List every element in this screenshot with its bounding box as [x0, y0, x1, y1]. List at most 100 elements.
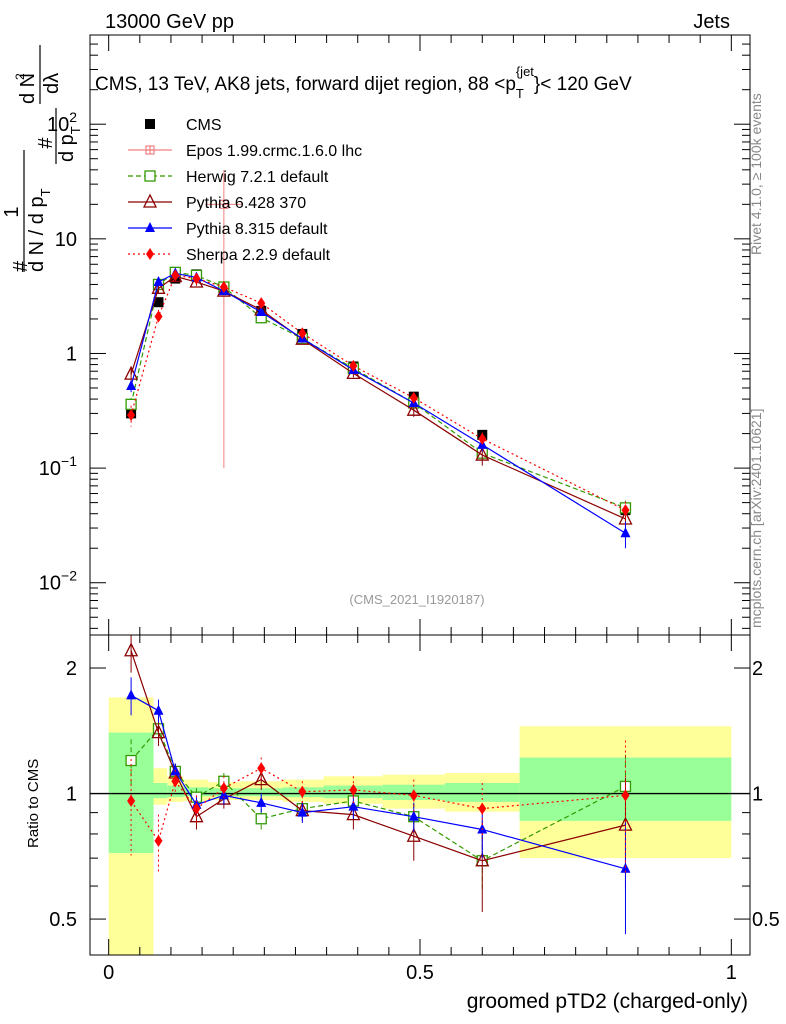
ylabel-frac1-num: 1 [1, 206, 23, 217]
ratio-point-sherpa-2-2-9-default [349, 783, 358, 796]
main-line-herwig-7-2-1-default [130, 271, 626, 509]
main-point-sherpa-2-2-9-default [478, 432, 487, 445]
main-title-sub: T [516, 86, 524, 101]
ratio-point-pythia-8-315-default [153, 704, 164, 715]
side-label-rivet: Rivet 4.1.0, ≥ 100k events [748, 93, 764, 255]
legend-entry-sherpa-2-2-9-default: Sherpa 2.2.9 default [128, 247, 331, 264]
legend-marker [145, 222, 155, 232]
ratio-y-tick-label-right: 2 [752, 658, 763, 680]
legend-marker [142, 193, 158, 208]
ratio-point-pythia-8-315-default [620, 862, 631, 873]
ylabel-frac2-den: d pT [56, 126, 83, 162]
x-tick-label: 1 [726, 962, 737, 984]
main-point-sherpa-2-2-9-default [621, 504, 630, 517]
main-y-tick-label: 10−2 [39, 568, 77, 595]
main-line-pythia-8-315-default [130, 272, 626, 534]
ratio-point-pythia-8-315-default [126, 689, 137, 700]
legend-label: Pythia 6.428 370 [186, 195, 306, 212]
main-point-pythia-8-315-default [256, 306, 267, 317]
main-series-herwig-7-2-1-default [125, 266, 632, 517]
watermark: (CMS_2021_I1920187) [349, 592, 484, 607]
ratio-point-pythia-6-428-370 [475, 852, 490, 867]
main-title-sup: {jet [516, 64, 534, 79]
ratio-band-inner [108, 732, 154, 854]
main-line-sherpa-2-2-9-default [130, 274, 626, 511]
main-y-tick-label: 102 [47, 109, 77, 136]
main-panel: 10−2 10−1 1 10 102 CMS, 13 TeV, AK8 jets, fo… [1, 34, 751, 636]
main-series-epos-1-99-crmc-1-6-0-lhc [205, 169, 243, 469]
main-point-sherpa-2-2-9-default [409, 391, 418, 404]
ratio-point-pythia-8-315-default [348, 800, 359, 811]
ratio-y-tick-label-right: 1 [752, 784, 763, 806]
ratio-point-pythia-6-428-370 [406, 827, 421, 842]
ratio-point-sherpa-2-2-9-default [621, 789, 630, 802]
main-series-sherpa-2-2-9-default [127, 269, 630, 521]
main-line-pythia-6-428-370 [130, 275, 626, 520]
main-point-pythia-6-428-370 [295, 330, 310, 345]
main-point-sherpa-2-2-9-default [298, 327, 307, 340]
ratio-point-sherpa-2-2-9-default [154, 834, 163, 847]
ratio-point-sherpa-2-2-9-default [219, 782, 228, 795]
ratio-y-tick-label: 0.5 [49, 909, 77, 931]
header-left: 13000 GeV pp [105, 11, 234, 33]
ratio-point-pythia-8-315-default [408, 810, 419, 821]
main-point-pythia-8-315-default [126, 380, 137, 391]
main-title-tail: }< 120 GeV [534, 74, 632, 95]
ratio-y-tick-label: 2 [66, 658, 77, 680]
ratio-point-sherpa-2-2-9-default [192, 802, 201, 815]
main-point-sherpa-2-2-9-default [219, 281, 228, 294]
ratio-point-pythia-6-428-370 [151, 724, 166, 739]
ylabel-frac3-num: d N [17, 73, 39, 104]
ylabel-frac3-sup: 2 [13, 73, 27, 80]
main-point-sherpa-2-2-9-default [257, 297, 266, 310]
legend-marker [146, 248, 154, 260]
main-series-cms [126, 269, 631, 516]
ylabel-frac3-den: dλ [41, 73, 63, 94]
ratio-y-axis-label: Ratio to CMS [25, 759, 42, 848]
header-right: Jets [693, 11, 730, 33]
main-point-sherpa-2-2-9-default [349, 359, 358, 372]
legend-marker [145, 119, 155, 129]
main-series-pythia-8-315-default [126, 267, 631, 549]
main-point-sherpa-2-2-9-default [154, 310, 163, 323]
ratio-y-tick-label: 1 [66, 784, 77, 806]
ratio-point-sherpa-2-2-9-default [298, 785, 307, 798]
ratio-point-sherpa-2-2-9-default [171, 775, 180, 788]
ratio-band-inner [444, 782, 520, 802]
main-y-tick-label: 10 [55, 229, 77, 251]
legend-entry-pythia-6-428-370: Pythia 6.428 370 [128, 193, 306, 212]
ratio-point-sherpa-2-2-9-default [127, 794, 136, 807]
legend-entry-cms: CMS [145, 117, 222, 134]
main-y-tick-label: 10−1 [39, 453, 77, 480]
main-point-pythia-6-428-370 [151, 279, 166, 294]
main-point-pythia-6-428-370 [406, 401, 421, 416]
main-point-pythia-8-315-default [153, 276, 164, 287]
legend-label: Sherpa 2.2.9 default [186, 247, 331, 264]
ratio-point-pythia-8-315-default [256, 796, 267, 807]
ratio-point-sherpa-2-2-9-default [478, 802, 487, 815]
main-point-sherpa-2-2-9-default [192, 272, 201, 285]
legend-entry-pythia-8-315-default: Pythia 8.315 default [128, 221, 328, 238]
legend-label: CMS [186, 117, 222, 134]
ratio-band-inner [153, 782, 168, 799]
main-y-axis-label: # 1 d N / d pT # d pT d N 2 dλ [1, 45, 83, 272]
x-axis-label: groomed pTD2 (charged-only) [467, 990, 748, 1013]
main-point-pythia-6-428-370 [475, 446, 490, 461]
x-tick-label: 0.5 [406, 962, 434, 984]
ratio-panel: 0.5 0.5 1 1 2 2 0 0.5 1 Ratio to CMS groomed pTD… [25, 634, 780, 1013]
ratio-point-sherpa-2-2-9-default [257, 762, 266, 775]
ratio-point-pythia-8-315-default [297, 806, 308, 817]
legend-entry-epos-1-99-crmc-1-6-0-lhc: Epos 1.99.crmc.1.6.0 lhc [128, 143, 362, 160]
legend: CMS Epos 1.99.crmc.1.6.0 lhc Herwig 7.2.1 … [128, 117, 362, 264]
legend-label: Herwig 7.2.1 default [186, 169, 329, 186]
ylabel-frac2-num: # [35, 137, 57, 149]
ratio-point-pythia-6-428-370 [254, 771, 269, 786]
legend-marker [144, 170, 156, 182]
main-y-tick-label: 1 [66, 343, 77, 365]
main-point-sherpa-2-2-9-default [127, 409, 136, 422]
main-point-pythia-8-315-default [620, 527, 631, 538]
ratio-point-pythia-8-315-default [218, 789, 229, 800]
main-title: CMS, 13 TeV, AK8 jets, forward dijet reg… [95, 64, 632, 101]
main-series-pythia-6-428-370 [124, 267, 633, 532]
